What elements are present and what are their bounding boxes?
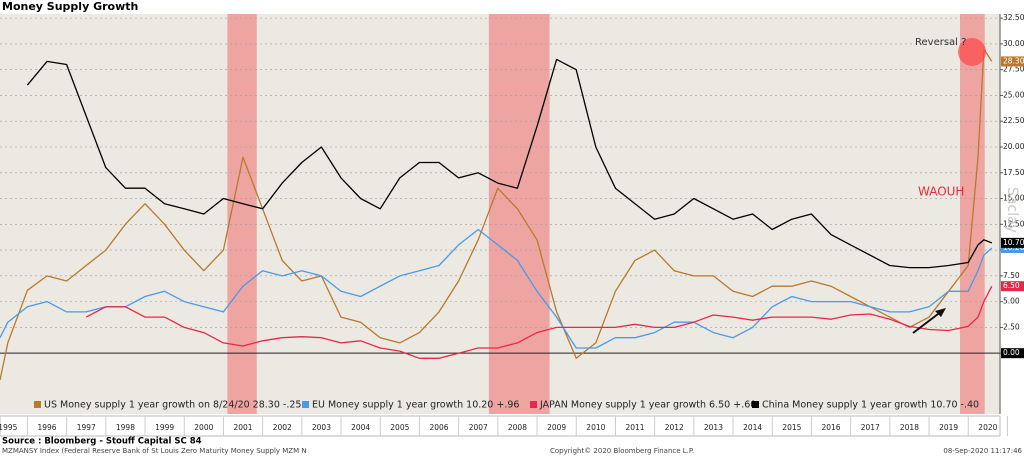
highlight-circle (958, 38, 986, 66)
end-label: 10.70 (1003, 238, 1024, 247)
y-tick-label: 2.50 (1003, 322, 1020, 331)
legend-label: EU Money supply 1 year growth 10.20 +.96 (312, 400, 519, 411)
x-tick-label: 2008 (508, 423, 527, 432)
x-tick-label: 2012 (665, 423, 684, 432)
x-tick-label: 2007 (469, 423, 488, 432)
y-tick-label: 5.00 (1003, 297, 1020, 306)
x-tick-label: 2020 (978, 423, 997, 432)
shaded-period (488, 14, 550, 414)
x-tick-label: 2003 (312, 423, 331, 432)
x-tick-label: 2006 (429, 423, 448, 432)
end-label-box (1001, 56, 1024, 67)
y-tick-label: 7.50 (1003, 271, 1020, 280)
x-tick-label: 2004 (351, 423, 370, 432)
y-tick-label: 12.50 (1003, 219, 1024, 228)
x-tick-label: 1997 (77, 423, 96, 432)
series-line (0, 48, 993, 381)
x-tick-label: 2001 (233, 423, 252, 432)
x-tick-label: 1998 (116, 423, 135, 432)
end-label-box (1001, 243, 1024, 254)
x-tick-label: 2011 (625, 423, 644, 432)
legend-label: JAPAN Money supply 1 year growth 6.50 +.… (539, 400, 756, 411)
chart-title: Money Supply Growth (2, 0, 138, 13)
y-tick-label: 25.00 (1003, 90, 1024, 99)
x-tick-label: 2014 (743, 423, 762, 432)
series-line (0, 228, 993, 349)
x-tick-label: 2005 (390, 423, 409, 432)
annotation: WAOUH (918, 185, 964, 199)
x-tick-label: 2015 (782, 423, 801, 432)
shaded-period (227, 14, 257, 414)
x-tick-label: 2010 (586, 423, 605, 432)
x-tick-label: 1996 (37, 423, 56, 432)
x-tick-label: 1999 (155, 423, 174, 432)
legend-swatch (530, 401, 537, 408)
end-label-box (1001, 281, 1024, 292)
end-label: 6.50 (1003, 281, 1020, 290)
legend-label: China Money supply 1 year growth 10.70 -… (762, 400, 979, 411)
y-tick-label: 32.50 (1003, 13, 1024, 22)
x-tick-label: 2018 (900, 423, 919, 432)
x-tick-label: 2000 (194, 423, 213, 432)
legend-label: US Money supply 1 year growth on 8/24/20… (44, 400, 301, 411)
legend-swatch (752, 401, 759, 408)
source: Source : Bloomberg - Stouff Capital SC 8… (2, 437, 202, 447)
y-tick-label: 17.50 (1003, 168, 1024, 177)
footer: 08-Sep-2020 11:17:46 (943, 447, 1022, 455)
annotation: Reversal ? (915, 37, 966, 48)
x-tick-label: 2002 (273, 423, 292, 432)
tick-box (1001, 348, 1024, 359)
footer: MZMANSY Index (Federal Reserve Bank of S… (2, 447, 307, 455)
y-tick-label: 30.00 (1003, 39, 1024, 48)
series-line (26, 58, 993, 269)
x-tick-label: 2019 (939, 423, 958, 432)
x-axis-band (0, 415, 1001, 437)
end-label: 28.30 (1003, 56, 1024, 65)
end-label-box (1001, 237, 1024, 248)
footer: Copyright© 2020 Bloomberg Finance L.P. (550, 447, 694, 455)
y-tick-label: 0.00 (1003, 348, 1020, 357)
y-tick-label: 15.00 (1003, 194, 1024, 203)
x-tick-label: 1995 (0, 423, 18, 432)
x-tick-label: 2016 (821, 423, 840, 432)
x-tick-label: 2013 (704, 423, 723, 432)
legend-swatch (34, 401, 41, 408)
arrow-head (935, 308, 946, 317)
x-tick-label: 2009 (547, 423, 566, 432)
series-line (85, 285, 993, 359)
x-tick-label: 2017 (861, 423, 880, 432)
arrow (912, 310, 943, 334)
watermark: Saclay (1004, 187, 1020, 233)
y-tick-label: 22.50 (1003, 116, 1024, 125)
y-tick-label: 27.50 (1003, 65, 1024, 74)
legend-swatch (302, 401, 309, 408)
y-tick-label: 20.00 (1003, 142, 1024, 151)
